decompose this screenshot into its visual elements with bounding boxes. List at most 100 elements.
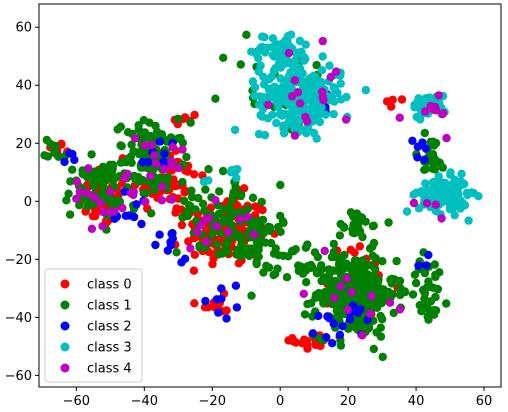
data-point: [83, 202, 92, 211]
data-point: [369, 344, 378, 354]
data-point: [355, 242, 365, 251]
data-point: [332, 67, 341, 76]
data-point: [196, 221, 206, 230]
data-point: [308, 263, 317, 272]
data-point: [285, 42, 294, 52]
data-point: [295, 36, 305, 46]
data-point: [328, 339, 337, 348]
data-point: [412, 112, 421, 122]
data-point: [168, 142, 177, 152]
data-point: [318, 36, 327, 46]
data-point: [248, 193, 258, 202]
data-point: [279, 129, 289, 138]
data-point: [234, 259, 243, 268]
data-point: [172, 248, 181, 257]
data-point: [343, 305, 352, 314]
data-point: [75, 187, 85, 196]
data-point: [91, 209, 101, 218]
data-point: [409, 198, 419, 208]
data-point: [187, 192, 197, 202]
data-point: [368, 251, 378, 261]
data-point: [145, 118, 154, 127]
data-point: [214, 249, 223, 259]
data-point: [211, 94, 220, 103]
plot-frame: [38, 3, 502, 388]
data-point: [264, 222, 273, 231]
data-point: [254, 54, 263, 63]
data-point: [209, 302, 219, 311]
data-point: [243, 204, 252, 214]
data-point: [291, 338, 300, 347]
data-point: [301, 95, 311, 104]
data-point: [235, 214, 245, 224]
data-point: [308, 329, 318, 338]
data-point: [82, 188, 92, 198]
data-point: [150, 151, 159, 160]
data-point: [402, 207, 412, 216]
data-point: [217, 294, 226, 303]
data-point: [420, 128, 429, 138]
data-point: [268, 91, 277, 101]
data-point: [426, 297, 435, 306]
data-point: [428, 164, 437, 173]
data-point: [438, 195, 447, 204]
data-point: [257, 197, 266, 207]
data-point: [244, 249, 253, 259]
data-point: [335, 267, 344, 276]
data-point: [420, 268, 430, 278]
data-point: [180, 254, 190, 263]
series-class-3: [199, 30, 483, 225]
data-point: [410, 100, 419, 110]
data-point: [271, 83, 281, 92]
data-point: [422, 261, 431, 270]
data-point: [186, 244, 195, 253]
data-point: [174, 163, 183, 173]
data-point: [318, 92, 327, 102]
data-point: [219, 205, 228, 214]
data-point: [64, 189, 73, 198]
data-point: [140, 141, 150, 150]
data-point: [314, 311, 323, 321]
data-point: [350, 258, 360, 268]
data-point: [250, 83, 260, 92]
data-point: [327, 252, 337, 262]
x-axis: −60 −40 −20 0 20 40 60: [63, 387, 492, 409]
data-point: [129, 212, 139, 222]
legend-marker: [60, 300, 70, 310]
data-point: [297, 47, 306, 56]
legend-label: class 0: [87, 278, 132, 293]
data-point: [315, 109, 325, 118]
y-tick-label: −40: [5, 311, 32, 326]
data-point: [336, 282, 345, 291]
data-point: [89, 192, 99, 201]
data-point: [279, 121, 288, 130]
data-point: [276, 227, 285, 236]
data-point: [420, 165, 429, 174]
data-point: [456, 196, 465, 205]
data-point: [386, 275, 395, 284]
data-point: [328, 300, 337, 309]
data-point: [330, 293, 339, 303]
data-point: [230, 125, 240, 135]
data-point: [224, 216, 234, 226]
data-point: [237, 190, 246, 199]
data-point: [212, 221, 221, 231]
data-point: [201, 296, 210, 306]
data-point: [195, 241, 204, 250]
data-point: [242, 30, 251, 39]
data-point: [232, 250, 242, 259]
data-point: [309, 71, 318, 81]
data-point: [184, 237, 193, 246]
y-tick-label: 0: [24, 195, 32, 210]
data-point: [291, 56, 300, 66]
data-point: [295, 99, 305, 108]
data-point: [190, 299, 199, 308]
data-point: [299, 289, 308, 298]
data-point: [298, 339, 307, 348]
data-point: [134, 121, 143, 130]
data-point: [372, 303, 381, 312]
data-point: [286, 109, 295, 118]
data-point: [426, 282, 436, 292]
data-point: [147, 140, 156, 150]
data-point: [260, 33, 269, 42]
